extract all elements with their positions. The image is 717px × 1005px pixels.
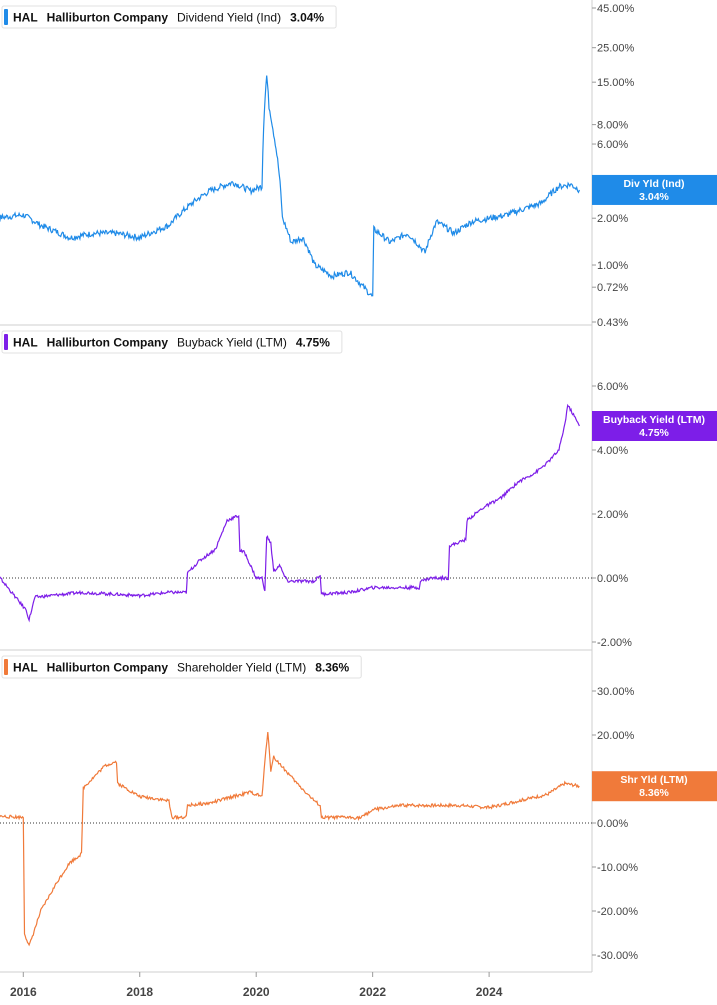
x-tick-label: 2016 (10, 985, 37, 999)
y-tick-label: 4.00% (597, 445, 628, 457)
legend-ticker: HAL (13, 11, 38, 25)
y-tick-label: 0.72% (597, 282, 628, 294)
legend-ticker: HAL (13, 661, 38, 675)
legend-metric: Shareholder Yield (LTM) (177, 661, 306, 675)
current-value-badge: Div Yld (Ind)3.04% (592, 174, 717, 205)
y-tick-label: 20.00% (597, 730, 635, 742)
series-line (0, 731, 580, 947)
series-legend: HAL Halliburton Company Buyback Yield (LTM… (1, 330, 343, 354)
x-tick-label: 2022 (359, 985, 386, 999)
y-tick-label: 8.00% (597, 120, 628, 132)
series-line (0, 403, 580, 623)
badge-title: Div Yld (Ind) (623, 178, 684, 190)
chart-panel: 6.00% 4.00% 2.00% 0.00% -2.00% Buyback Yield … (0, 330, 717, 649)
y-tick-label: 2.00% (597, 509, 628, 521)
legend-value: 3.04% (290, 11, 324, 25)
y-tick-label: 0.43% (597, 317, 628, 329)
legend-value: 8.36% (315, 661, 349, 675)
y-tick-label: 0.00% (597, 573, 628, 585)
chart-panel: 30.00%20.00%10.00%0.00%-10.00%-20.00%-30… (0, 655, 717, 962)
legend-value: 4.75% (296, 336, 330, 350)
y-tick-label: 6.00% (597, 139, 628, 151)
y-tick-label: 30.00% (597, 686, 635, 698)
legend-color-swatch (4, 659, 8, 675)
y-tick-label: 45.00% (597, 3, 635, 15)
legend-box (1, 655, 362, 679)
x-tick-label: 2024 (476, 985, 503, 999)
legend-company: Halliburton Company (47, 11, 169, 25)
y-tick-label: 6.00% (597, 381, 628, 393)
y-tick-label: 15.00% (597, 77, 635, 89)
series-line (0, 75, 580, 297)
y-tick-label: 0.00% (597, 818, 628, 830)
current-value-badge: Buyback Yield (LTM)4.75% (592, 411, 717, 441)
current-value-badge: Shr Yld (LTM)8.36% (592, 771, 717, 802)
series-legend: HAL Halliburton Company Shareholder Yield … (1, 655, 362, 679)
legend-metric: Buyback Yield (LTM) (177, 336, 287, 350)
legend-box (1, 330, 343, 354)
legend-company: Halliburton Company (47, 661, 169, 675)
y-tick-label: -10.00% (597, 862, 638, 874)
legend-color-swatch (4, 334, 8, 350)
y-tick-label: -2.00% (597, 637, 632, 649)
chart-panel: 45.00%25.00%15.00%8.00%6.00%3.00%2.00%1.… (0, 3, 717, 329)
legend-metric: Dividend Yield (Ind) (177, 11, 281, 25)
series-legend: HAL Halliburton Company Dividend Yield (In… (1, 5, 337, 29)
legend-company: Halliburton Company (47, 336, 169, 350)
y-tick-label: -30.00% (597, 950, 638, 962)
x-tick-label: 2020 (243, 985, 270, 999)
x-tick-label: 2018 (126, 985, 153, 999)
y-tick-label: 2.00% (597, 213, 628, 225)
badge-value: 3.04% (639, 191, 669, 203)
legend-box (1, 5, 337, 29)
legend-color-swatch (4, 9, 8, 25)
y-tick-label: 1.00% (597, 260, 628, 272)
badge-value: 8.36% (639, 787, 669, 799)
badge-title: Shr Yld (LTM) (620, 774, 687, 786)
badge-value: 4.75% (639, 427, 669, 439)
legend-ticker: HAL (13, 336, 38, 350)
badge-title: Buyback Yield (LTM) (603, 414, 705, 426)
y-tick-label: -20.00% (597, 906, 638, 918)
y-tick-label: 25.00% (597, 43, 635, 55)
